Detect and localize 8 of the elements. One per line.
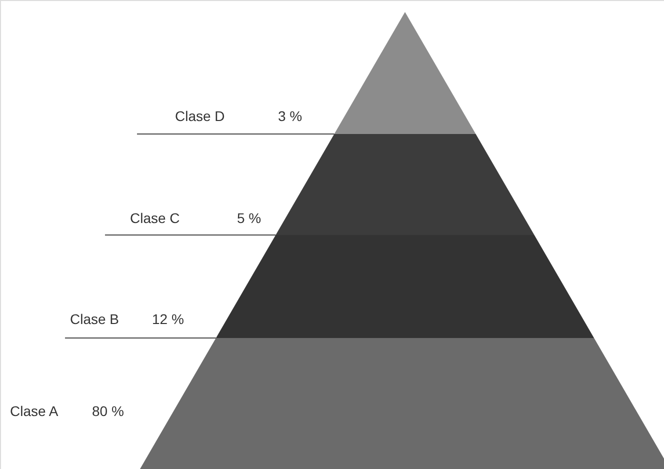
category-label: Clase C xyxy=(130,210,180,226)
category-label: Clase A xyxy=(10,403,59,419)
data-label: 5 % xyxy=(237,210,262,226)
data-label: 12 % xyxy=(152,311,184,327)
data-label: 3 % xyxy=(278,108,302,124)
category-label: Clase D xyxy=(175,108,225,124)
category-label: Clase B xyxy=(70,311,120,327)
data-label: 80 % xyxy=(92,403,124,419)
